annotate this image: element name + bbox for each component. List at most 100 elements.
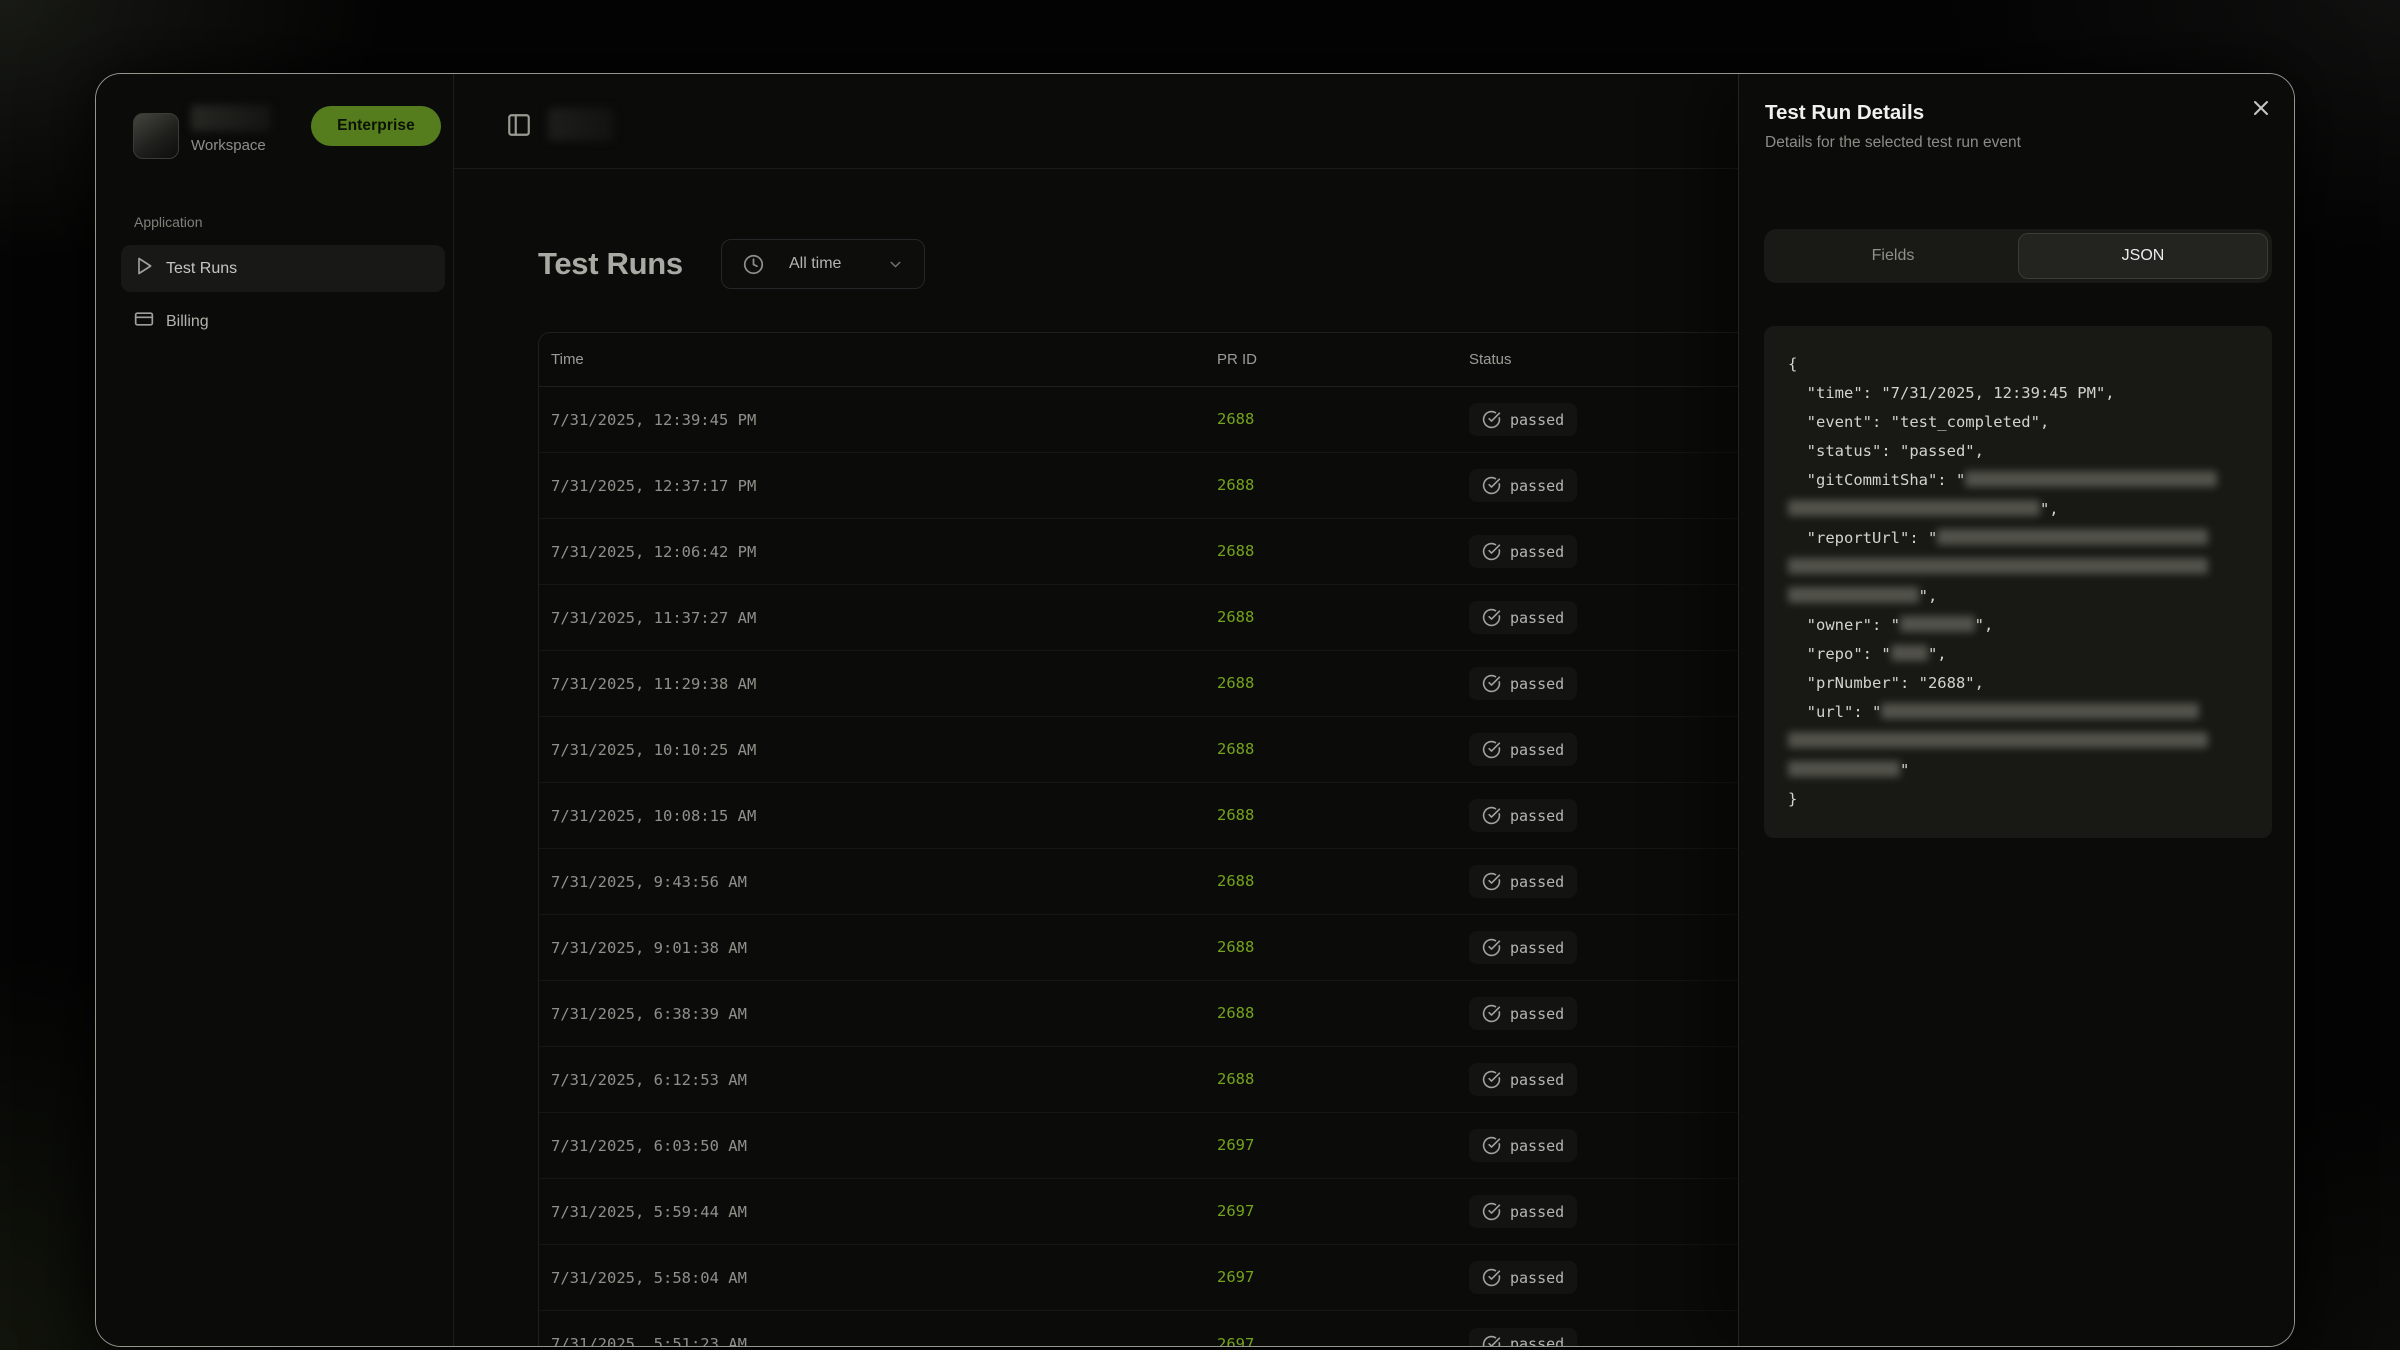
- table-row[interactable]: 7/31/2025, 12:06:42 PM 2688 passed: [539, 519, 2213, 585]
- redacted-text: [1788, 558, 2208, 574]
- status-badge: passed: [1469, 865, 1577, 898]
- table-row[interactable]: 7/31/2025, 10:10:25 AM 2688 passed: [539, 717, 2213, 783]
- pr-id-link[interactable]: 2697: [1217, 1268, 1255, 1286]
- run-status-cell: passed: [1457, 1063, 2215, 1096]
- pr-id-link[interactable]: 2697: [1217, 1136, 1255, 1154]
- close-button[interactable]: [2249, 96, 2273, 120]
- status-label: passed: [1510, 1268, 1565, 1287]
- status-label: passed: [1510, 476, 1565, 495]
- pr-id-link[interactable]: 2697: [1217, 1334, 1255, 1347]
- time-filter-dropdown[interactable]: All time: [721, 239, 925, 289]
- run-status-cell: passed: [1457, 469, 2215, 502]
- status-label: passed: [1510, 872, 1565, 891]
- code-line: "event": "test_completed",: [1788, 413, 2050, 431]
- sidebar-toggle-button[interactable]: [506, 112, 532, 138]
- pr-id-link[interactable]: 2688: [1217, 410, 1255, 428]
- run-time: 7/31/2025, 12:37:17 PM: [551, 476, 757, 495]
- pr-id-link[interactable]: 2688: [1217, 740, 1255, 758]
- status-label: passed: [1510, 806, 1565, 825]
- circle-check-icon: [1482, 410, 1501, 429]
- tab-json[interactable]: JSON: [2018, 233, 2268, 279]
- run-status-cell: passed: [1457, 601, 2215, 634]
- pr-id-link[interactable]: 2697: [1217, 1202, 1255, 1220]
- run-status-cell: passed: [1457, 997, 2215, 1030]
- pr-id-link[interactable]: 2688: [1217, 674, 1255, 692]
- run-pr-cell: 2688: [1205, 806, 1457, 825]
- test-runs-table: Time PR ID Status 7/31/2025, 12:39:45 PM…: [538, 332, 2214, 1347]
- pr-id-link[interactable]: 2688: [1217, 938, 1255, 956]
- status-badge: passed: [1469, 931, 1577, 964]
- pr-id-link[interactable]: 2688: [1217, 806, 1255, 824]
- code-line: "url": ": [1788, 698, 2248, 727]
- table-row[interactable]: 7/31/2025, 12:39:45 PM 2688 passed: [539, 387, 2213, 453]
- run-time: 7/31/2025, 6:38:39 AM: [551, 1004, 747, 1023]
- circle-check-icon: [1482, 410, 1501, 429]
- status-badge: passed: [1469, 469, 1577, 502]
- pr-id-link[interactable]: 2688: [1217, 542, 1255, 560]
- enterprise-badge: Enterprise: [311, 106, 441, 146]
- play-icon: [134, 256, 154, 281]
- circle-check-icon: [1482, 476, 1501, 495]
- pr-id-link[interactable]: 2688: [1217, 1004, 1255, 1022]
- table-row[interactable]: 7/31/2025, 11:37:27 AM 2688 passed: [539, 585, 2213, 651]
- pr-id-link[interactable]: 2688: [1217, 1070, 1255, 1088]
- code-line: "owner": " ",: [1788, 616, 1994, 634]
- column-header-time: Time: [551, 351, 584, 368]
- pr-id-link[interactable]: 2688: [1217, 476, 1255, 494]
- test-run-details-panel: Test Run Details Details for the selecte…: [1738, 74, 2294, 1346]
- table-row[interactable]: 7/31/2025, 6:03:50 AM 2697 passed: [539, 1113, 2213, 1179]
- table-row[interactable]: 7/31/2025, 6:38:39 AM 2688 passed: [539, 981, 2213, 1047]
- circle-check-icon: [1482, 740, 1501, 759]
- status-badge: passed: [1469, 1129, 1577, 1162]
- circle-check-icon: [1482, 1070, 1501, 1089]
- table-row[interactable]: 7/31/2025, 5:59:44 AM 2697 passed: [539, 1179, 2213, 1245]
- table-row[interactable]: 7/31/2025, 9:01:38 AM 2688 passed: [539, 915, 2213, 981]
- run-pr-cell: 2688: [1205, 938, 1457, 957]
- pr-id-link[interactable]: 2688: [1217, 872, 1255, 890]
- status-label: passed: [1510, 938, 1565, 957]
- column-header-status: Status: [1469, 351, 1512, 368]
- column-header-pr-id: PR ID: [1217, 351, 1258, 368]
- run-status-cell: passed: [1457, 403, 2215, 436]
- circle-check-icon: [1482, 1268, 1501, 1287]
- topbar: [454, 74, 2294, 169]
- sidebar-item-billing[interactable]: Billing: [121, 298, 445, 345]
- circle-check-icon: [1482, 740, 1501, 759]
- run-time: 7/31/2025, 5:59:44 AM: [551, 1202, 747, 1221]
- code-line: {: [1788, 355, 1798, 373]
- run-pr-cell: 2688: [1205, 1004, 1457, 1023]
- run-pr-cell: 2697: [1205, 1268, 1457, 1287]
- code-line: [1788, 727, 2248, 756]
- chevron-down-icon: [890, 261, 901, 267]
- run-pr-cell: 2688: [1205, 872, 1457, 891]
- json-code: { "time": "7/31/2025, 12:39:45 PM", "eve…: [1788, 350, 2248, 814]
- circle-check-icon: [1482, 1335, 1501, 1346]
- table-row[interactable]: 7/31/2025, 12:37:17 PM 2688 passed: [539, 453, 2213, 519]
- run-time: 7/31/2025, 12:39:45 PM: [551, 410, 757, 429]
- details-tabs: Fields JSON: [1764, 229, 2272, 283]
- table-row[interactable]: 7/31/2025, 10:08:15 AM 2688 passed: [539, 783, 2213, 849]
- table-row[interactable]: 7/31/2025, 6:12:53 AM 2688 passed: [539, 1047, 2213, 1113]
- time-filter-value: All time: [789, 255, 842, 272]
- pr-id-link[interactable]: 2688: [1217, 608, 1255, 626]
- circle-check-icon: [1482, 476, 1501, 495]
- table-row[interactable]: 7/31/2025, 11:29:38 AM 2688 passed: [539, 651, 2213, 717]
- table-row[interactable]: 7/31/2025, 5:51:23 AM 2697 passed: [539, 1311, 2213, 1347]
- table-row[interactable]: 7/31/2025, 9:43:56 AM 2688 passed: [539, 849, 2213, 915]
- circle-check-icon: [1482, 938, 1501, 957]
- run-pr-cell: 2688: [1205, 410, 1457, 429]
- run-time: 7/31/2025, 11:37:27 AM: [551, 608, 757, 627]
- tab-fields[interactable]: Fields: [1871, 247, 1915, 264]
- test-runs-rows: 7/31/2025, 12:39:45 PM 2688 passed 7/31/202…: [539, 387, 2213, 1347]
- status-badge: passed: [1469, 667, 1577, 700]
- workspace-name-redacted: [191, 105, 271, 131]
- run-pr-cell: 2688: [1205, 740, 1457, 759]
- status-label: passed: [1510, 1136, 1565, 1155]
- table-row[interactable]: 7/31/2025, 5:58:04 AM 2697 passed: [539, 1245, 2213, 1311]
- circle-check-icon: [1482, 1136, 1501, 1155]
- run-time: 7/31/2025, 12:06:42 PM: [551, 542, 757, 561]
- redacted-text: [1788, 587, 1919, 603]
- sidebar-item-test-runs[interactable]: Test Runs: [121, 245, 445, 292]
- sidebar-item-label: Billing: [166, 312, 209, 330]
